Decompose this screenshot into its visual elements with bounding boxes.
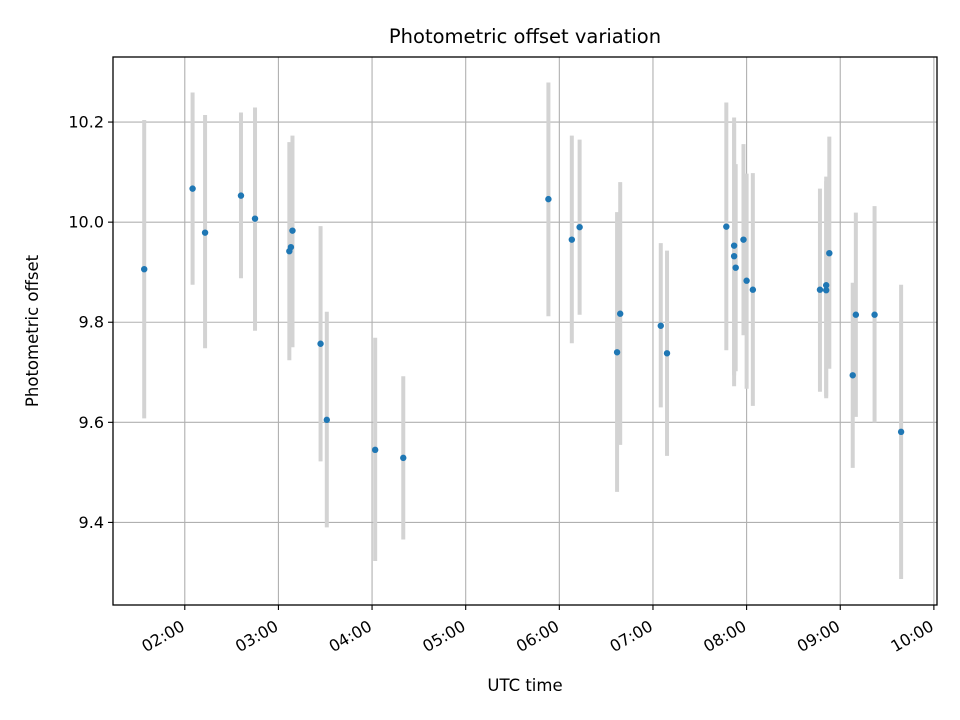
data-point xyxy=(822,282,830,289)
data-point xyxy=(201,229,209,236)
data-point xyxy=(730,252,738,260)
data-points xyxy=(141,185,905,462)
data-point xyxy=(289,227,296,234)
data-point xyxy=(897,428,905,436)
data-point xyxy=(849,372,856,379)
data-point xyxy=(723,223,730,230)
data-point xyxy=(740,236,747,243)
data-point xyxy=(657,322,664,329)
data-point xyxy=(400,454,407,462)
data-point xyxy=(237,192,245,199)
plot-frame xyxy=(112,56,938,606)
data-point xyxy=(732,264,739,271)
chart-title: Photometric offset variation xyxy=(389,25,661,48)
data-point xyxy=(822,287,830,294)
data-point xyxy=(545,195,552,203)
y-axis-title: Photometric offset xyxy=(23,254,42,407)
y-tick-label: 10.0 xyxy=(68,213,104,232)
data-point xyxy=(323,416,331,424)
data-point xyxy=(749,286,757,293)
data-point xyxy=(576,223,583,231)
data-point xyxy=(663,350,671,357)
data-point xyxy=(251,215,259,222)
data-point xyxy=(141,265,148,273)
data-point xyxy=(852,311,860,318)
data-point xyxy=(568,236,576,243)
y-tick-label: 9.4 xyxy=(79,513,104,532)
y-tick-label: 9.8 xyxy=(79,313,104,332)
data-point xyxy=(189,185,196,192)
data-point xyxy=(317,340,324,347)
data-point xyxy=(730,242,738,249)
data-point xyxy=(743,277,750,284)
plot-area xyxy=(113,57,937,605)
x-axis-title: UTC time xyxy=(487,676,562,695)
data-point xyxy=(871,311,878,318)
data-point xyxy=(616,310,624,317)
data-point xyxy=(816,286,824,293)
y-tick-label: 10.2 xyxy=(68,113,104,132)
data-point xyxy=(371,446,379,454)
data-point xyxy=(826,249,833,257)
data-point xyxy=(287,243,295,251)
y-tick-label: 9.6 xyxy=(79,413,104,432)
data-point xyxy=(613,349,621,356)
